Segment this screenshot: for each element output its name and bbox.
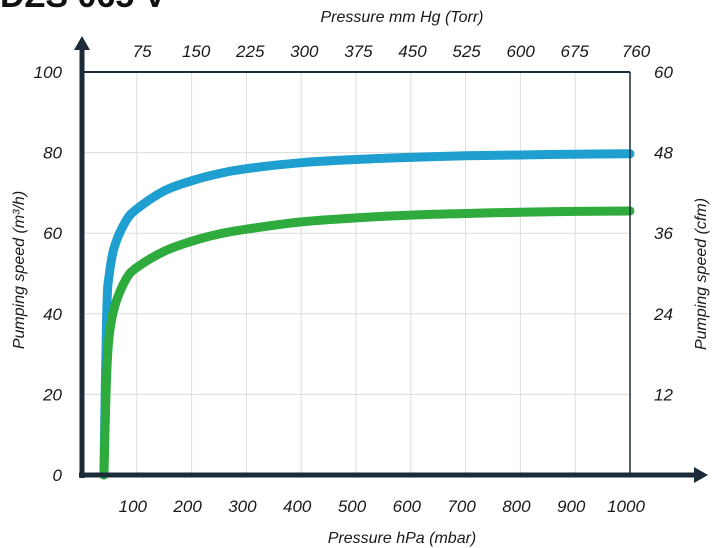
x-tick-bottom: 800 (502, 497, 531, 516)
y-tick-right: 60 (654, 63, 673, 82)
x-tick-top: 150 (182, 42, 211, 61)
y-tick-right: 36 (654, 224, 673, 243)
y-tick-right: 24 (653, 305, 673, 324)
x-tick-top: 675 (561, 42, 590, 61)
x-tick-top: 300 (290, 42, 319, 61)
x-axis-arrow (694, 467, 708, 483)
y-tick-left: 0 (53, 466, 63, 485)
x-tick-bottom: 600 (393, 497, 422, 516)
x-axis-title-top: Pressure mm Hg (Torr) (321, 9, 484, 26)
y-axis-title-left: Pumping speed (m³/h) (11, 191, 28, 349)
x-tick-top: 525 (452, 42, 481, 61)
y-tick-right: 48 (654, 144, 673, 163)
x-tick-bottom: 200 (172, 497, 202, 516)
y-tick-left: 80 (43, 144, 62, 163)
grid-lines (82, 71, 630, 475)
x-tick-bottom: 700 (447, 497, 476, 516)
series-line-2 (99, 206, 635, 480)
x-tick-top: 760 (622, 42, 651, 61)
x-tick-top: 600 (506, 42, 535, 61)
tick-labels: 0 20 40 60 80 100 12 24 36 48 60 100 200 300 400 500 600… (34, 42, 674, 516)
x-tick-bottom: 300 (228, 497, 257, 516)
y-tick-left: 40 (43, 305, 62, 324)
series-line-1 (99, 149, 635, 480)
x-tick-bottom: 1000 (607, 497, 645, 516)
y-axis-title-right: Pumping speed (cfm) (693, 198, 710, 350)
x-tick-top: 225 (235, 42, 265, 61)
curves (99, 149, 635, 480)
chart-title: DZS 065 V (0, 0, 167, 15)
x-tick-bottom: 100 (119, 497, 148, 516)
y-tick-left: 20 (42, 385, 62, 404)
x-tick-top: 75 (133, 42, 152, 61)
x-axis-title-bottom: Pressure hPa (mbar) (328, 530, 477, 547)
axes (74, 36, 708, 483)
x-tick-bottom: 500 (338, 497, 367, 516)
x-tick-bottom: 900 (557, 497, 586, 516)
y-tick-right: 12 (654, 385, 673, 404)
y-axis-arrow (74, 36, 90, 50)
x-tick-top: 375 (344, 42, 373, 61)
y-tick-left: 100 (34, 63, 63, 82)
y-tick-left: 60 (43, 224, 62, 243)
x-tick-top: 450 (398, 42, 427, 61)
x-tick-bottom: 400 (283, 497, 312, 516)
